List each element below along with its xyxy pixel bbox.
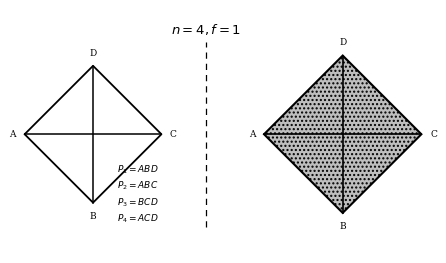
Text: D: D: [89, 49, 97, 58]
Text: A: A: [9, 130, 16, 139]
Text: C: C: [169, 130, 177, 139]
Text: B: B: [90, 212, 96, 221]
Text: $P_3 = BCD$: $P_3 = BCD$: [117, 196, 159, 209]
Text: A: A: [249, 130, 255, 139]
Polygon shape: [264, 55, 421, 213]
Text: $P_2 = ABC$: $P_2 = ABC$: [117, 180, 158, 193]
Text: C: C: [430, 130, 437, 139]
Text: D: D: [339, 38, 347, 47]
Text: $P_4 = ACD$: $P_4 = ACD$: [117, 213, 159, 225]
Text: $P_1 = ABD$: $P_1 = ABD$: [117, 164, 158, 176]
Text: B: B: [339, 222, 346, 231]
Text: $n = 4, f = 1$: $n = 4, f = 1$: [171, 22, 241, 37]
